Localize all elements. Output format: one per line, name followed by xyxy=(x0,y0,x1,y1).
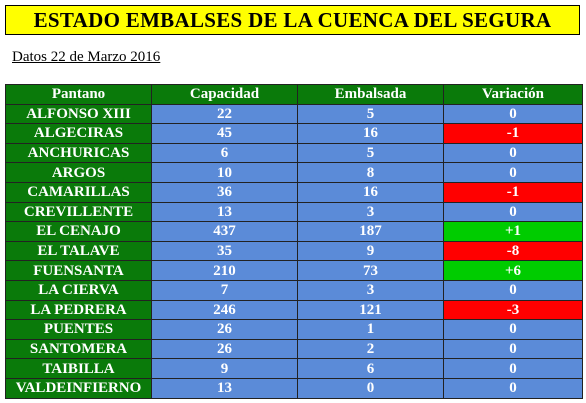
table-row: TAIBILLA 9 6 0 xyxy=(5,358,583,379)
variation-cell: 0 xyxy=(443,358,583,379)
table-row: PUENTES 26 1 0 xyxy=(5,319,583,340)
variation-cell: -1 xyxy=(443,123,583,144)
variation-cell: +1 xyxy=(443,221,583,242)
variation-cell: 0 xyxy=(443,162,583,183)
table-row: EL CENAJO 437 187 +1 xyxy=(5,221,583,242)
stored-cell: 16 xyxy=(297,181,444,203)
reservoir-table: Pantano Capacidad Embalsada Variación AL… xyxy=(5,84,583,399)
capacity-cell: 9 xyxy=(151,358,298,379)
stored-cell: 121 xyxy=(297,299,444,321)
table-row: SANTOMERA 26 2 0 xyxy=(5,338,583,360)
stored-cell: 3 xyxy=(297,279,444,301)
header-pantano: Pantano xyxy=(5,84,152,105)
variation-cell: 0 xyxy=(443,201,583,223)
reservoir-name-cell: PUENTES xyxy=(5,319,152,340)
capacity-cell: 22 xyxy=(151,103,298,125)
capacity-cell: 210 xyxy=(151,260,298,281)
variation-cell: +6 xyxy=(443,260,583,281)
reservoir-name-cell: ALFONSO XIII xyxy=(5,103,152,125)
reservoir-name-cell: EL TALAVE xyxy=(5,240,152,262)
capacity-cell: 7 xyxy=(151,279,298,301)
capacity-cell: 26 xyxy=(151,319,298,340)
reservoir-name-cell: CREVILLENTE xyxy=(5,201,152,223)
capacity-cell: 45 xyxy=(151,123,298,144)
table-row: ARGOS 10 8 0 xyxy=(5,162,583,183)
capacity-cell: 6 xyxy=(151,142,298,164)
stored-cell: 9 xyxy=(297,240,444,262)
reservoir-name-cell: ALGECIRAS xyxy=(5,123,152,144)
variation-cell: -1 xyxy=(443,181,583,203)
table-row: LA CIERVA 7 3 0 xyxy=(5,279,583,301)
reservoir-name-cell: TAIBILLA xyxy=(5,358,152,379)
reservoir-name-cell: LA CIERVA xyxy=(5,279,152,301)
variation-cell: 0 xyxy=(443,103,583,125)
header-variacion: Variación xyxy=(443,84,583,105)
table-row: LA PEDRERA 246 121 -3 xyxy=(5,299,583,321)
stored-cell: 2 xyxy=(297,338,444,360)
capacity-cell: 13 xyxy=(151,377,298,399)
page-title: ESTADO EMBALSES DE LA CUENCA DEL SEGURA xyxy=(5,5,580,35)
variation-cell: -3 xyxy=(443,299,583,321)
variation-cell: -8 xyxy=(443,240,583,262)
capacity-cell: 437 xyxy=(151,221,298,242)
table-row: CAMARILLAS 36 16 -1 xyxy=(5,181,583,203)
reservoir-name-cell: CAMARILLAS xyxy=(5,181,152,203)
stored-cell: 1 xyxy=(297,319,444,340)
table-header-row: Pantano Capacidad Embalsada Variación xyxy=(5,84,583,105)
reservoir-name-cell: VALDEINFIERNO xyxy=(5,377,152,399)
reservoir-name-cell: ARGOS xyxy=(5,162,152,183)
stored-cell: 187 xyxy=(297,221,444,242)
reservoir-name-cell: FUENSANTA xyxy=(5,260,152,281)
stored-cell: 6 xyxy=(297,358,444,379)
reservoir-name-cell: ANCHURICAS xyxy=(5,142,152,164)
header-capacidad: Capacidad xyxy=(151,84,298,105)
stored-cell: 16 xyxy=(297,123,444,144)
capacity-cell: 13 xyxy=(151,201,298,223)
table-row: CREVILLENTE 13 3 0 xyxy=(5,201,583,223)
table-row: FUENSANTA 210 73 +6 xyxy=(5,260,583,281)
stored-cell: 3 xyxy=(297,201,444,223)
stored-cell: 73 xyxy=(297,260,444,281)
stored-cell: 5 xyxy=(297,142,444,164)
stored-cell: 8 xyxy=(297,162,444,183)
table-row: ANCHURICAS 6 5 0 xyxy=(5,142,583,164)
capacity-cell: 36 xyxy=(151,181,298,203)
capacity-cell: 26 xyxy=(151,338,298,360)
variation-cell: 0 xyxy=(443,377,583,399)
header-embalsada: Embalsada xyxy=(297,84,444,105)
table-row: ALFONSO XIII 22 5 0 xyxy=(5,103,583,125)
reservoir-name-cell: SANTOMERA xyxy=(5,338,152,360)
reservoir-name-cell: EL CENAJO xyxy=(5,221,152,242)
table-row: ALGECIRAS 45 16 -1 xyxy=(5,123,583,144)
stored-cell: 0 xyxy=(297,377,444,399)
variation-cell: 0 xyxy=(443,279,583,301)
capacity-cell: 246 xyxy=(151,299,298,321)
reservoir-name-cell: LA PEDRERA xyxy=(5,299,152,321)
stored-cell: 5 xyxy=(297,103,444,125)
table-row: EL TALAVE 35 9 -8 xyxy=(5,240,583,262)
capacity-cell: 35 xyxy=(151,240,298,262)
variation-cell: 0 xyxy=(443,338,583,360)
date-label: Datos 22 de Marzo 2016 xyxy=(12,49,161,65)
variation-cell: 0 xyxy=(443,142,583,164)
variation-cell: 0 xyxy=(443,319,583,340)
table-row: VALDEINFIERNO 13 0 0 xyxy=(5,377,583,399)
capacity-cell: 10 xyxy=(151,162,298,183)
